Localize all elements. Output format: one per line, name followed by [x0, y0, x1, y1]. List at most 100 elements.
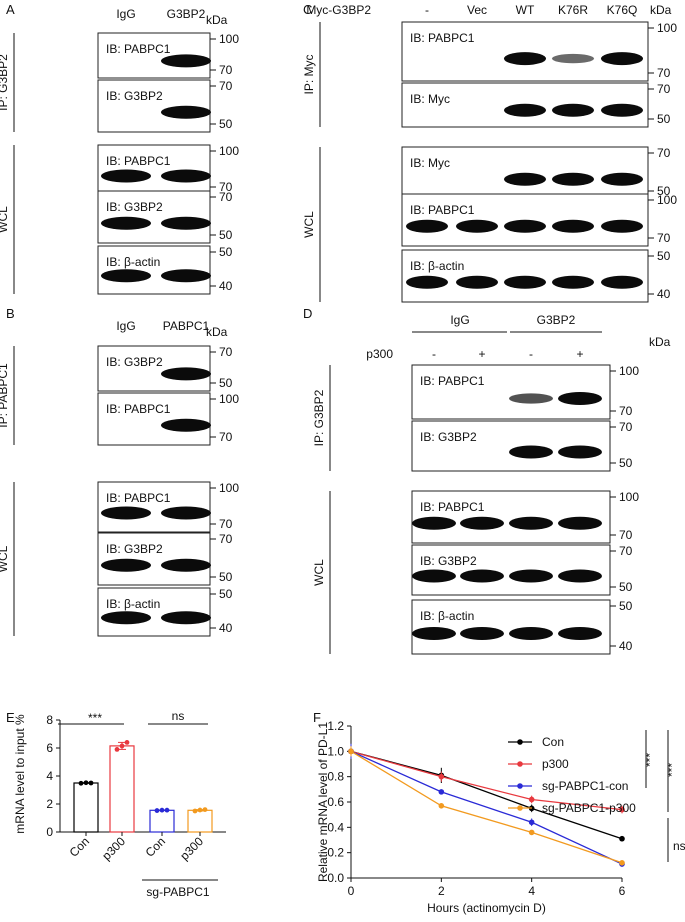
data-point [114, 747, 120, 752]
blot-strip: IB: β-actin 50 40 [97, 245, 233, 295]
wcl-label: WCL [0, 206, 10, 233]
protein-band [161, 54, 211, 68]
ip-label: IP: Myc [302, 54, 316, 94]
marker-label: 50 [219, 245, 233, 259]
protein-band [161, 269, 211, 283]
blot-strip: IB: PABPC1 100 70 [401, 193, 677, 247]
panel-c-blots: C - Vec WT K76R K76Q Myc-G3BP2 kDa IB: PABPC1 100… [302, 2, 677, 303]
legend-marker [517, 739, 523, 745]
y-tick-label: 2 [46, 797, 53, 811]
group-label: IgG [450, 313, 469, 327]
marker-label: 70 [619, 404, 633, 418]
row-header: Myc-G3BP2 [306, 3, 371, 17]
ib-label: IB: PABPC1 [106, 154, 171, 168]
lane-label: + [478, 347, 485, 361]
y-axis-label: mRNA level to input % [13, 714, 27, 834]
marker-label: 40 [619, 639, 633, 653]
protein-band [161, 558, 211, 572]
ib-label: IB: PABPC1 [106, 491, 171, 505]
protein-band [552, 53, 594, 64]
panel-letter: B [6, 306, 15, 321]
marker-label: 70 [219, 63, 233, 77]
protein-band [101, 216, 151, 230]
data-point [619, 860, 625, 866]
ib-label: IB: PABPC1 [410, 31, 475, 45]
protein-band [161, 216, 211, 230]
lane-label: IgG [116, 7, 135, 21]
lane-label: IgG [116, 319, 135, 333]
protein-band [552, 219, 594, 233]
kda-label: kDa [649, 335, 671, 349]
data-point [124, 740, 130, 745]
protein-band [552, 103, 594, 117]
row-header: p300 [366, 347, 393, 361]
protein-band [460, 569, 504, 583]
blot-frame [97, 79, 211, 133]
data-point [528, 819, 535, 826]
lane-label: K76Q [607, 3, 638, 17]
legend-marker [517, 805, 523, 811]
x-tick-label: p300 [177, 834, 206, 863]
blot-frame [401, 21, 649, 82]
x-axis-label: Hours (actinomycin D) [427, 901, 546, 915]
protein-band [504, 103, 546, 117]
y-tick-label: 0.6 [327, 795, 344, 809]
series-line [350, 750, 623, 840]
blot-strip: IB: β-actin 50 40 [97, 587, 233, 637]
y-tick-label: 4 [46, 769, 53, 783]
ib-label: IB: β-actin [106, 597, 160, 611]
wcl-label: WCL [0, 545, 10, 572]
panel-f-line-chart: F 0.0 0.2 0.4 0.6 0.8 1.0 1.2 0 2 4 6 Hours (actinom… [313, 710, 685, 915]
blot-strip: IB: G3BP2 70 50 [411, 420, 633, 472]
marker-label: 70 [657, 66, 671, 80]
blot-frame [411, 599, 611, 655]
protein-band [161, 611, 211, 625]
bar [73, 782, 99, 833]
ip-label: IP: G3BP2 [0, 54, 10, 111]
legend-label: p300 [542, 757, 569, 771]
marker-label: 70 [219, 180, 233, 194]
lane-label: K76R [558, 3, 588, 17]
x-tick-label: Con [67, 834, 92, 859]
ib-label: IB: G3BP2 [420, 554, 477, 568]
protein-band [412, 626, 456, 640]
panel-letter: E [6, 710, 15, 725]
protein-band [504, 52, 546, 66]
protein-band [412, 516, 456, 530]
protein-band [509, 393, 553, 404]
panel-letter: F [313, 710, 321, 725]
marker-label: 70 [619, 544, 633, 558]
marker-label: 50 [219, 587, 233, 601]
lane-label: G3BP2 [167, 7, 206, 21]
y-tick-label: 6 [46, 741, 53, 755]
x-tick-label: p300 [99, 834, 128, 863]
lane-label: WT [516, 3, 535, 17]
protein-band [601, 52, 643, 66]
protein-band [552, 172, 594, 186]
marker-label: 70 [657, 82, 671, 96]
blot-strip: IB: G3BP2 70 50 [97, 345, 233, 392]
blot-frame [97, 392, 211, 446]
x-tick-label: 4 [528, 884, 535, 898]
protein-band [601, 103, 643, 117]
blot-strip: IB: PABPC1 100 70 [411, 490, 639, 544]
ib-label: IB: PABPC1 [106, 402, 171, 416]
blot-strip: IB: PABPC1 100 70 [97, 144, 239, 196]
ib-label: IB: G3BP2 [106, 89, 163, 103]
ib-label: IB: G3BP2 [106, 200, 163, 214]
marker-label: 50 [657, 112, 671, 126]
protein-band [406, 219, 448, 233]
ip-label: IP: PABPC1 [0, 363, 10, 428]
lane-label: - [529, 347, 533, 361]
panel-e-bar-chart: E 0 2 4 6 8 mRNA level to input % Con p300 Con p30… [6, 709, 226, 899]
x-tick-label: 0 [348, 884, 355, 898]
protein-band [456, 275, 498, 289]
x-tick-label: Con [143, 834, 168, 859]
lane-label: - [425, 3, 429, 17]
wcl-label: WCL [312, 559, 326, 586]
data-point [619, 806, 625, 813]
y-axis-label: Relative mRNA level of PD-L1 [316, 722, 330, 882]
marker-label: 50 [657, 249, 671, 263]
marker-label: 70 [219, 532, 233, 546]
